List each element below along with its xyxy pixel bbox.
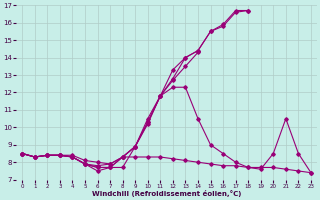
X-axis label: Windchill (Refroidissement éolien,°C): Windchill (Refroidissement éolien,°C) bbox=[92, 190, 241, 197]
